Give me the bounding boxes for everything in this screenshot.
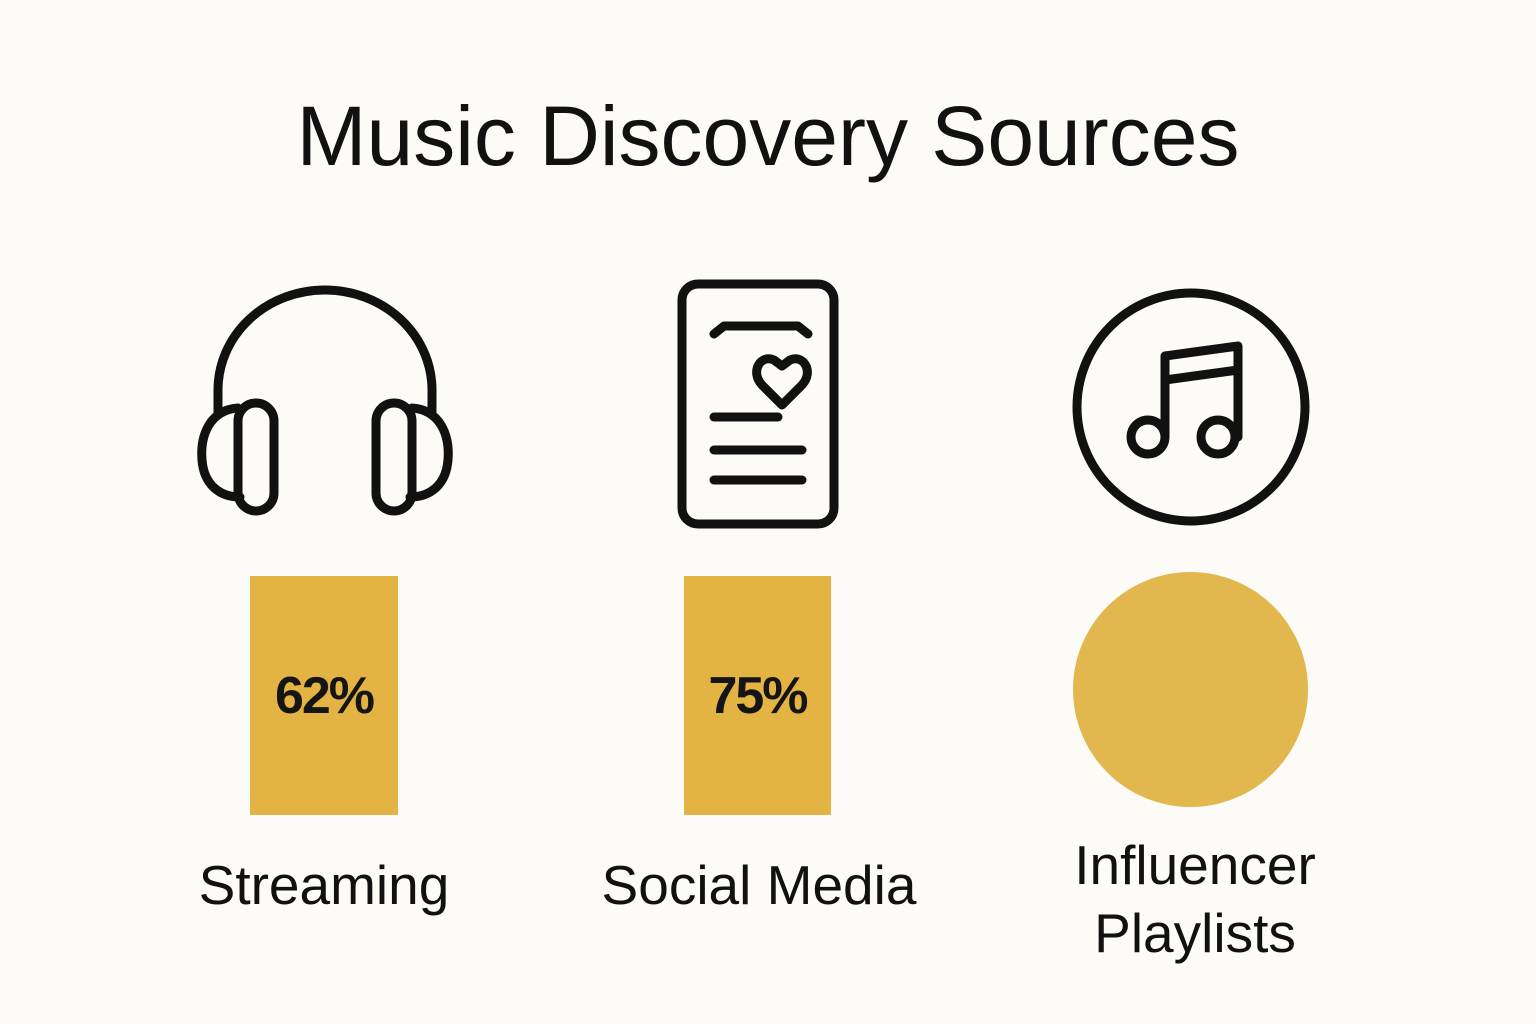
label-social-media: Social Media <box>601 854 917 916</box>
phone-heart-icon <box>677 279 839 529</box>
headphones-icon <box>197 285 453 516</box>
label-influencer-line1: Influencer <box>1074 834 1316 896</box>
label-influencer-line2: Playlists <box>1094 902 1296 964</box>
value-label-streaming: 62% <box>274 666 375 725</box>
chart-title: Music Discovery Sources <box>296 89 1240 183</box>
value-label-social-media: 75% <box>708 666 808 725</box>
bar-streaming: 62% <box>250 576 398 815</box>
bar-social-media: 75% <box>684 576 831 815</box>
label-streaming: Streaming <box>198 854 450 916</box>
circle-influencer-playlists <box>1073 572 1308 807</box>
music-note-icon <box>1072 288 1310 526</box>
